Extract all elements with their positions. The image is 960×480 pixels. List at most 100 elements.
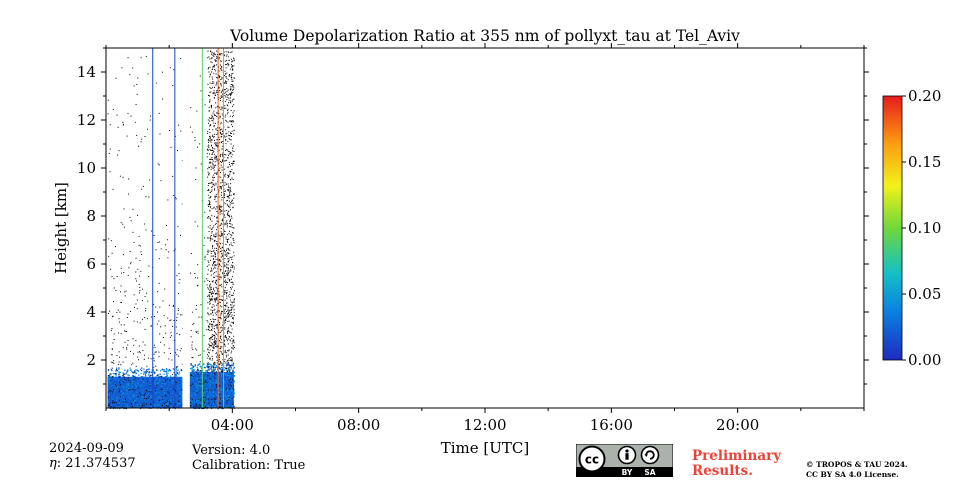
noise-pixel bbox=[224, 82, 226, 84]
noise-pixel bbox=[135, 280, 137, 282]
noise-pixel bbox=[213, 207, 215, 209]
noise-pixel bbox=[208, 351, 210, 353]
noise-pixel bbox=[203, 401, 205, 403]
noise-pixel bbox=[233, 239, 235, 241]
noise-pixel bbox=[225, 183, 227, 185]
noise-pixel bbox=[211, 166, 213, 168]
noise-pixel bbox=[230, 86, 232, 88]
noise-pixel bbox=[228, 366, 230, 368]
boundary-layer-cell bbox=[204, 396, 206, 398]
noise-pixel bbox=[196, 369, 198, 371]
boundary-layer-cell bbox=[221, 398, 223, 400]
noise-pixel bbox=[213, 266, 215, 268]
noise-pixel bbox=[216, 352, 218, 354]
noise-pixel bbox=[228, 295, 230, 297]
boundary-layer-cell bbox=[230, 390, 232, 392]
noise-pixel bbox=[125, 401, 127, 403]
boundary-layer-cell bbox=[207, 383, 209, 385]
boundary-layer-cell bbox=[108, 393, 111, 396]
boundary-layer-cell bbox=[142, 396, 144, 398]
noise-pixel bbox=[158, 356, 160, 358]
noise-pixel bbox=[219, 347, 221, 349]
boundary-layer-cell bbox=[129, 369, 132, 371]
boundary-layer-cell bbox=[180, 377, 182, 380]
noise-pixel bbox=[214, 114, 216, 116]
noise-pixel bbox=[226, 189, 228, 191]
noise-pixel bbox=[207, 260, 209, 262]
noise-pixel bbox=[231, 304, 233, 306]
boundary-layer-cell bbox=[135, 396, 137, 398]
noise-pixel bbox=[203, 335, 205, 337]
noise-pixel bbox=[164, 244, 166, 246]
noise-pixel bbox=[123, 376, 125, 378]
boundary-layer-cell bbox=[137, 400, 139, 402]
noise-pixel bbox=[229, 256, 231, 258]
boundary-layer-cell bbox=[199, 404, 201, 406]
noise-pixel bbox=[226, 293, 228, 295]
noise-pixel bbox=[135, 401, 137, 403]
boundary-layer-cell bbox=[156, 385, 158, 387]
boundary-layer-cell bbox=[119, 392, 121, 395]
boundary-layer-cell bbox=[179, 391, 182, 393]
noise-pixel bbox=[228, 260, 230, 262]
noise-pixel bbox=[209, 91, 211, 93]
noise-pixel bbox=[216, 311, 218, 313]
noise-pixel bbox=[190, 374, 192, 376]
noise-pixel bbox=[226, 248, 228, 250]
noise-pixel bbox=[219, 354, 221, 356]
noise-pixel bbox=[207, 369, 209, 371]
boundary-layer-cell bbox=[210, 405, 212, 407]
noise-pixel bbox=[227, 157, 229, 159]
noise-pixel bbox=[232, 68, 234, 70]
boundary-layer-cell bbox=[142, 373, 145, 375]
noise-pixel bbox=[223, 323, 225, 325]
boundary-layer-cell bbox=[146, 406, 149, 409]
boundary-layer-cell bbox=[120, 396, 122, 398]
noise-pixel bbox=[224, 308, 226, 310]
boundary-layer-cell bbox=[132, 377, 134, 379]
boundary-layer-cell bbox=[177, 369, 179, 371]
noise-pixel bbox=[214, 157, 216, 159]
boundary-layer-cell bbox=[177, 392, 179, 394]
noise-pixel bbox=[229, 97, 231, 99]
noise-pixel bbox=[226, 241, 228, 243]
noise-pixel bbox=[218, 263, 220, 265]
boundary-layer-cell bbox=[169, 370, 172, 372]
boundary-layer-cell bbox=[231, 392, 233, 394]
noise-pixel bbox=[227, 312, 229, 314]
noise-pixel bbox=[208, 352, 210, 354]
noise-pixel bbox=[153, 315, 155, 317]
noise-pixel bbox=[160, 341, 162, 343]
boundary-layer-cell bbox=[156, 395, 159, 397]
noise-pixel bbox=[230, 384, 232, 386]
noise-pixel bbox=[226, 255, 228, 257]
noise-pixel bbox=[139, 392, 141, 394]
noise-pixel bbox=[225, 91, 227, 93]
boundary-layer-cell bbox=[229, 364, 231, 367]
noise-pixel bbox=[213, 158, 215, 160]
noise-pixel bbox=[228, 189, 230, 191]
boundary-layer-cell bbox=[158, 391, 160, 394]
boundary-layer-cell bbox=[139, 368, 142, 370]
noise-pixel bbox=[229, 88, 231, 90]
noise-pixel bbox=[232, 341, 234, 343]
noise-pixel bbox=[227, 121, 229, 123]
noise-pixel bbox=[209, 238, 211, 240]
noise-pixel bbox=[118, 388, 120, 390]
boundary-layer-cell bbox=[198, 380, 200, 383]
boundary-layer-cell bbox=[206, 369, 208, 372]
boundary-layer-cell bbox=[161, 368, 164, 370]
noise-pixel bbox=[229, 293, 231, 295]
boundary-layer-cell bbox=[158, 396, 160, 398]
noise-pixel bbox=[230, 68, 232, 70]
noise-pixel bbox=[213, 362, 215, 364]
noise-pixel bbox=[210, 377, 212, 379]
noise-pixel bbox=[210, 234, 212, 236]
boundary-layer-cell bbox=[232, 372, 235, 374]
noise-pixel bbox=[209, 301, 211, 303]
noise-pixel bbox=[230, 309, 232, 311]
boundary-layer-cell bbox=[150, 384, 152, 386]
noise-pixel bbox=[199, 354, 201, 356]
noise-pixel bbox=[215, 353, 217, 355]
noise-pixel bbox=[218, 246, 220, 248]
